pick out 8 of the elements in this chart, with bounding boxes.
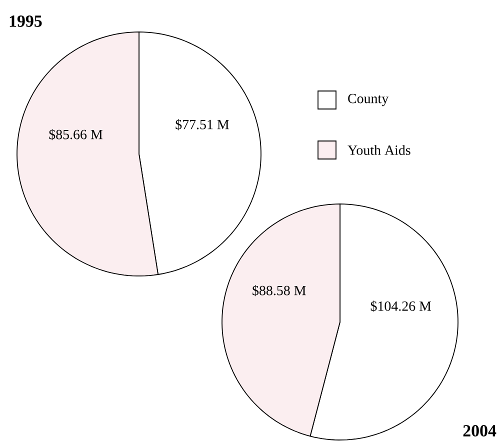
data-label: $88.58 M (252, 284, 306, 296)
legend-label: Youth Aids (348, 145, 410, 155)
chart-title: 1995 (10, 16, 42, 27)
legend-label: County (348, 94, 389, 106)
text: 2004 (463, 425, 496, 436)
data-label: $104.26 M (370, 300, 432, 312)
data-label: $85.66 M (49, 128, 102, 140)
data-label: $77.51 M (176, 119, 229, 130)
